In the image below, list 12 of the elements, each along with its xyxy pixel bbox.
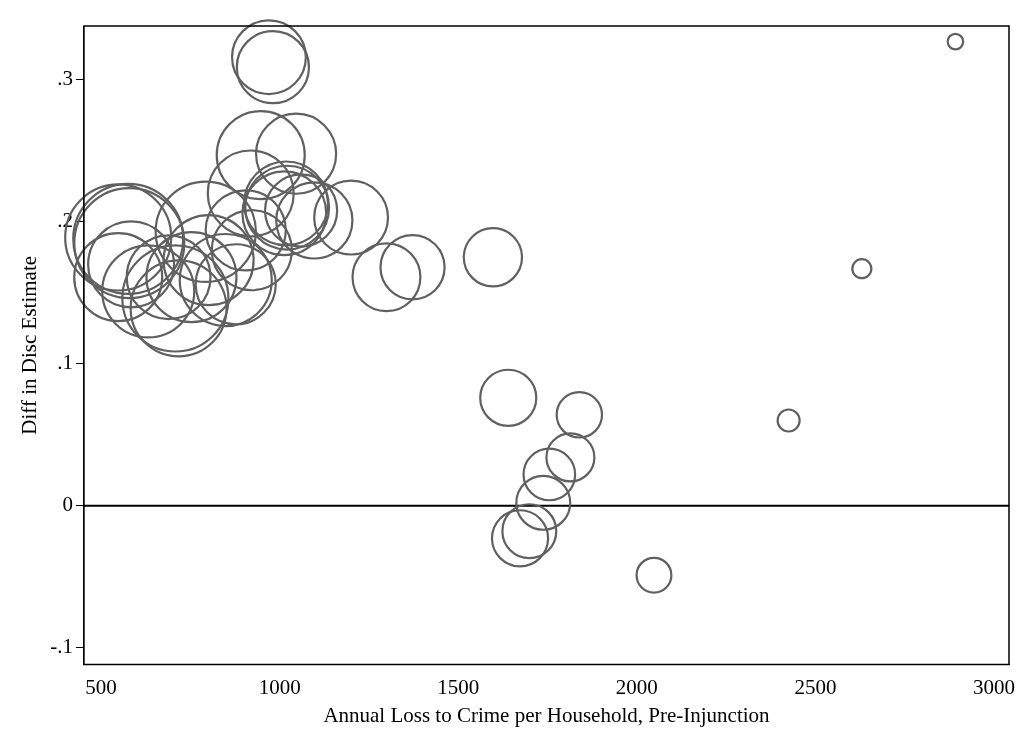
y-tick-label: -.1 bbox=[50, 634, 73, 659]
x-tick-label: 1000 bbox=[258, 674, 301, 699]
y-tick-label: .1 bbox=[57, 350, 73, 375]
y-tick-label: 0 bbox=[62, 492, 73, 517]
y-tick-label: .3 bbox=[57, 66, 73, 91]
x-tick-label: 2000 bbox=[615, 674, 658, 699]
x-tick-label: 500 bbox=[85, 674, 117, 699]
x-axis-title: Annual Loss to Crime per Household, Pre-Injunction bbox=[323, 702, 771, 727]
x-tick-label: 1500 bbox=[437, 674, 480, 699]
x-tick-label: 2500 bbox=[794, 674, 837, 699]
y-axis-title: Diff in Disc Estimate bbox=[17, 255, 42, 435]
x-tick-label: 3000 bbox=[973, 674, 1015, 699]
